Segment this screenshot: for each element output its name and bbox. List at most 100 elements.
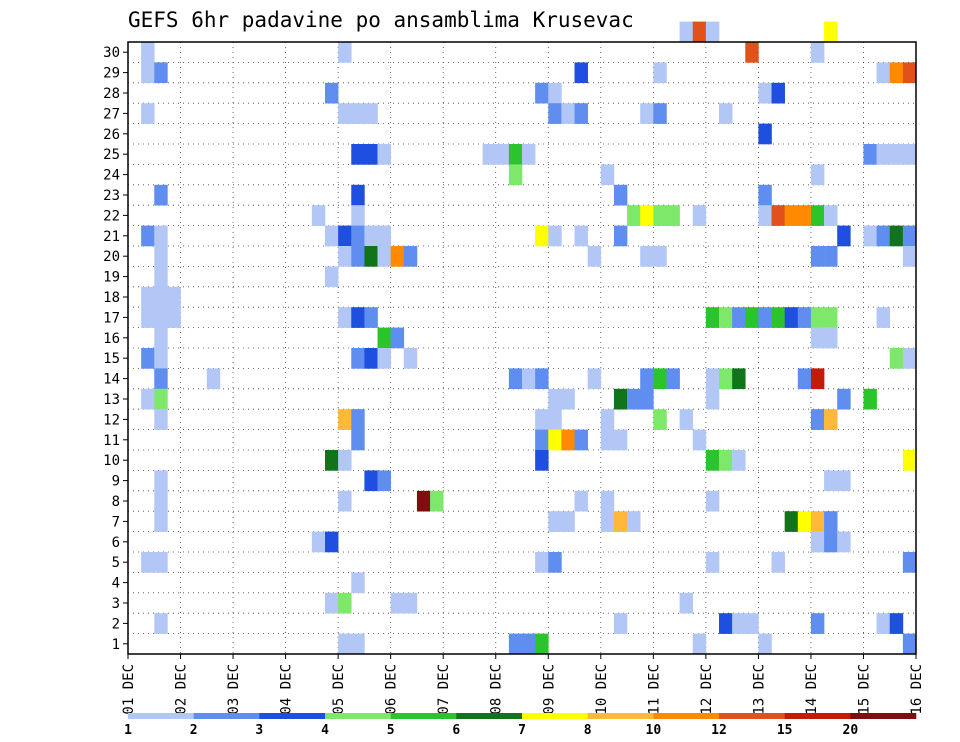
ensemble-cell	[797, 307, 812, 328]
ensemble-cell	[863, 144, 877, 165]
ensemble-cell	[600, 429, 615, 451]
ensemble-cell	[154, 327, 168, 349]
y-tick-label: 5	[112, 555, 120, 571]
ensemble-cell	[364, 348, 378, 369]
ensemble-cell	[653, 205, 667, 226]
colorbar-label: 1	[124, 723, 132, 738]
ensemble-cell	[705, 388, 720, 410]
ensemble-cell	[154, 388, 168, 410]
ensemble-cell	[338, 592, 352, 614]
ensemble-cell	[351, 348, 365, 369]
ensemble-cell	[705, 368, 720, 390]
ensemble-cell	[758, 123, 772, 145]
ensemble-cell	[522, 368, 536, 390]
ensemble-cell	[141, 103, 155, 124]
ensemble-cell	[351, 572, 365, 594]
y-tick-label: 6	[112, 535, 120, 551]
y-tick-label: 18	[103, 290, 120, 306]
ensemble-cell	[692, 429, 707, 451]
ensemble-cell	[732, 368, 746, 390]
colorbar-label: 20	[843, 723, 859, 738]
ensemble-cell	[653, 103, 667, 124]
ensemble-cell	[732, 613, 746, 634]
ensemble-cell	[390, 327, 405, 349]
y-tick-label: 29	[103, 66, 120, 82]
ensemble-cell	[154, 613, 168, 634]
x-tick-label: 14 DEC	[804, 664, 820, 715]
x-axis-ticks: 01 DEC 02 DEC 03 DEC 04 DEC 05 DEC 06 DEC 07 D…	[121, 654, 925, 715]
colorbar-segment	[653, 713, 720, 719]
colorbar-segment	[128, 713, 194, 719]
ensemble-cell	[824, 205, 838, 226]
ensemble-cell	[561, 511, 575, 532]
ensemble-cell	[548, 429, 562, 451]
colorbar-label: 7	[518, 723, 526, 738]
ensemble-cell	[325, 266, 339, 288]
ensemble-cell	[692, 21, 707, 43]
ensemble-cell	[338, 450, 352, 471]
y-tick-label: 4	[112, 576, 120, 592]
ensemble-cell	[745, 307, 759, 328]
ensemble-cell	[430, 490, 444, 512]
ensemble-cell	[902, 348, 917, 369]
ensemble-cell	[784, 307, 799, 328]
ensemble-cell	[863, 225, 877, 247]
ensemble-cell	[535, 552, 549, 573]
ensemble-cell	[364, 225, 378, 247]
ensemble-cell	[154, 348, 168, 369]
ensemble-cell	[574, 490, 588, 512]
ensemble-cell	[810, 613, 825, 634]
ensemble-cell	[364, 470, 378, 492]
ensemble-cell	[325, 592, 339, 614]
ensemble-cell	[797, 205, 812, 226]
colorbar-label: 8	[584, 723, 592, 738]
ensemble-cell	[154, 490, 168, 512]
colorbar-label: 6	[452, 723, 460, 738]
ensemble-cell	[824, 307, 838, 328]
colorbar-segment	[719, 713, 785, 719]
x-tick-label: 03 DEC	[226, 664, 242, 715]
y-axis-ticks: 1234567891011121314151617181920212223242…	[103, 45, 128, 653]
ensemble-cell	[692, 633, 707, 655]
ensemble-cell	[351, 409, 365, 430]
y-tick-label: 24	[103, 168, 120, 184]
ensemble-cell	[824, 470, 838, 492]
y-tick-label: 2	[112, 616, 120, 632]
ensemble-cell	[889, 62, 904, 84]
ensemble-cell	[640, 103, 654, 124]
ensemble-cell	[535, 82, 549, 104]
ensemble-cell	[797, 511, 812, 532]
colorbar-label: 10	[646, 723, 662, 738]
ensemble-cell	[574, 429, 588, 451]
ensemble-cell	[889, 225, 904, 247]
colorbar-legend: 1 2 3 4 5 6 7 8 10 12 15 20	[124, 713, 917, 738]
colorbar-segment	[390, 713, 457, 719]
ensemble-cell	[154, 286, 168, 308]
ensemble-cell	[508, 164, 523, 186]
x-tick-label: 09 DEC	[541, 664, 557, 715]
ensemble-cell	[837, 388, 851, 410]
y-tick-label: 13	[103, 392, 120, 408]
x-tick-label: 02 DEC	[174, 664, 190, 715]
ensemble-cell	[810, 511, 825, 532]
ensemble-cell	[666, 205, 680, 226]
colorbar-label: 4	[321, 723, 329, 738]
ensemble-cell	[154, 470, 168, 492]
chart-title: GEFS 6hr padavine po ansamblima Krusevac	[128, 8, 634, 32]
ensemble-cell	[167, 307, 181, 328]
y-tick-label: 22	[103, 208, 120, 224]
ensemble-cell	[535, 450, 549, 471]
ensemble-cell	[889, 144, 904, 165]
y-tick-label: 19	[103, 270, 120, 286]
ensemble-cell	[338, 225, 352, 247]
ensemble-cell	[522, 633, 536, 655]
ensemble-cell	[548, 552, 562, 573]
ensemble-cell	[548, 388, 562, 410]
ensemble-cell	[771, 205, 785, 226]
ensemble-cell	[784, 205, 799, 226]
ensemble-cell	[745, 42, 759, 63]
ensemble-cell	[758, 307, 772, 328]
ensemble-cell	[902, 633, 917, 655]
ensemble-cell	[902, 225, 917, 247]
